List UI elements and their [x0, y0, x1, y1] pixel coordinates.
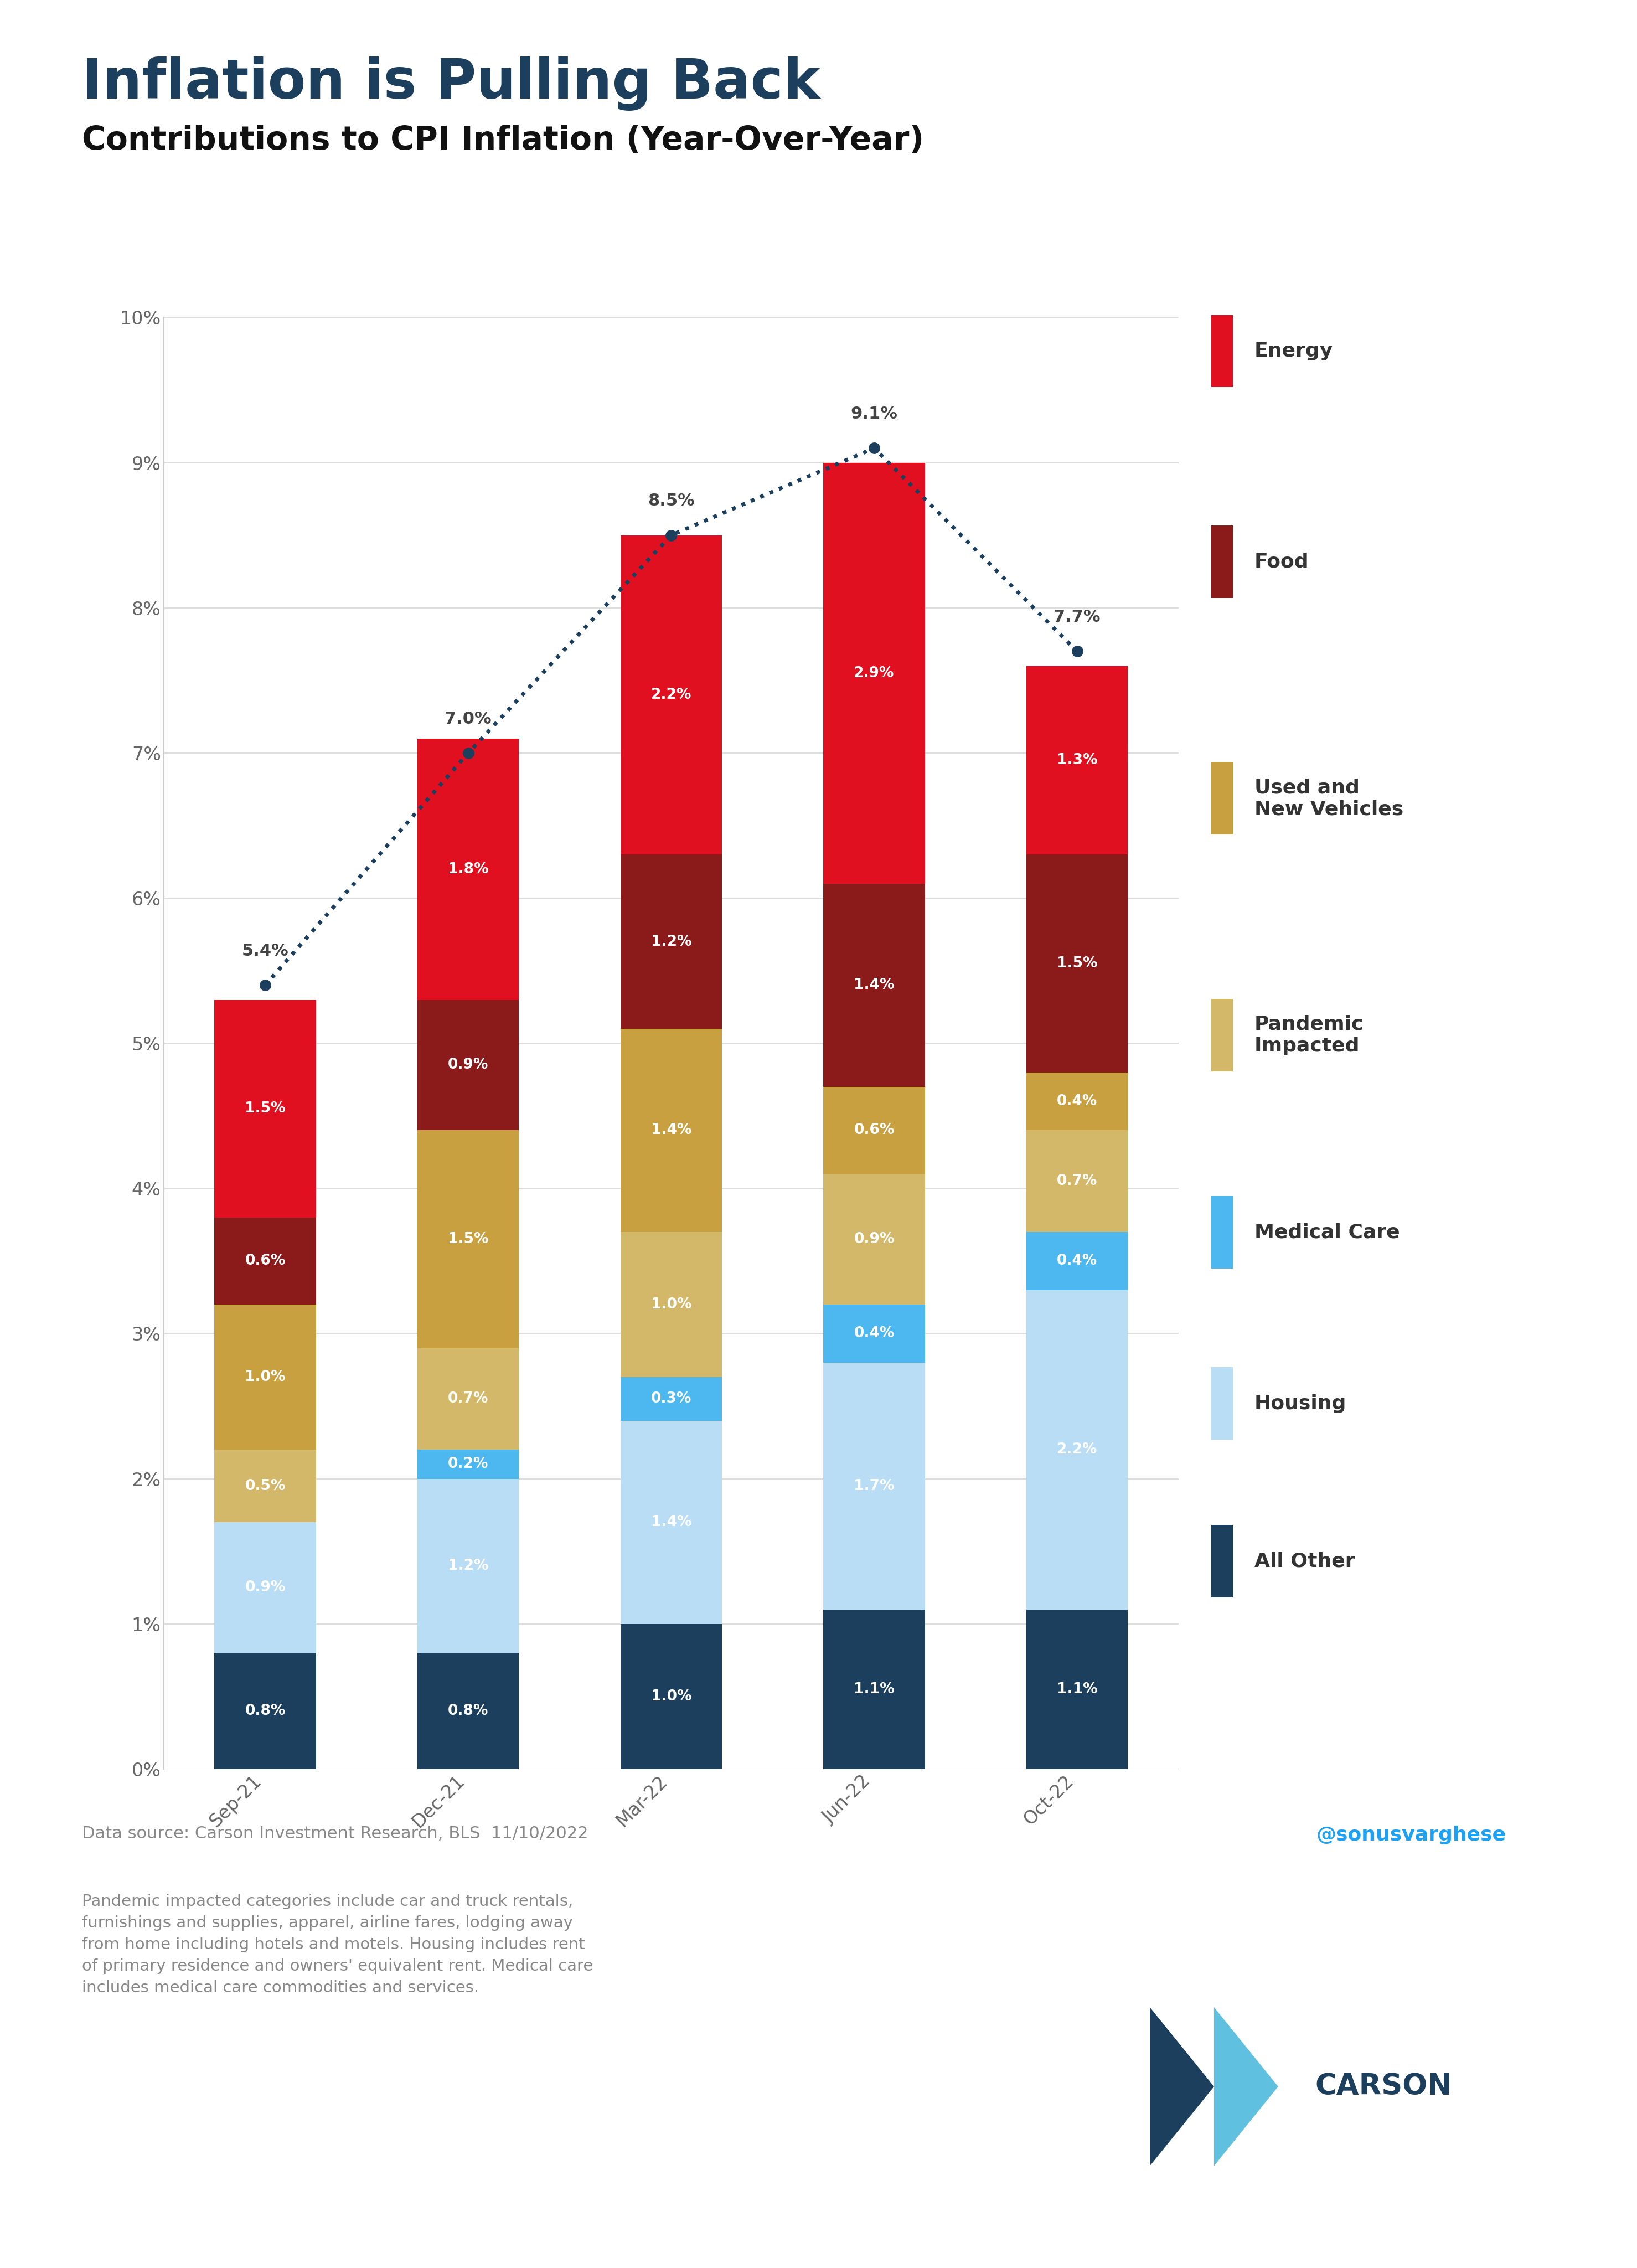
Bar [620, 1624, 722, 1769]
Bar [214, 1218, 316, 1304]
Text: 1.7%: 1.7% [855, 1479, 894, 1492]
Bar [620, 535, 722, 855]
Bar [823, 463, 925, 885]
Bar [1211, 315, 1233, 388]
Bar [823, 1363, 925, 1610]
Bar [823, 1175, 925, 1304]
Text: 1.2%: 1.2% [652, 934, 691, 948]
Text: 1.5%: 1.5% [246, 1102, 285, 1116]
Text: 1.0%: 1.0% [652, 1297, 691, 1311]
Text: 0.8%: 0.8% [246, 1703, 285, 1719]
Text: 1.5%: 1.5% [1058, 957, 1097, 971]
Text: 1.1%: 1.1% [1058, 1683, 1097, 1696]
Bar [417, 1449, 519, 1479]
Bar [417, 1000, 519, 1129]
Text: 7.7%: 7.7% [1054, 610, 1100, 626]
Bar [214, 1304, 316, 1449]
Bar [1026, 1290, 1128, 1610]
Polygon shape [1215, 2007, 1278, 2166]
Text: 0.6%: 0.6% [246, 1254, 285, 1268]
Bar [214, 1000, 316, 1218]
Bar [1026, 1073, 1128, 1129]
Text: 1.0%: 1.0% [652, 1690, 691, 1703]
Bar [1026, 855, 1128, 1073]
Text: @sonusvarghese: @sonusvarghese [1316, 1826, 1506, 1844]
Bar [1211, 998, 1233, 1070]
Text: 1.8%: 1.8% [449, 862, 488, 875]
Text: 2.9%: 2.9% [855, 667, 894, 680]
Text: All Other: All Other [1254, 1551, 1355, 1572]
Bar [1211, 1195, 1233, 1268]
Text: Pandemic
Impacted: Pandemic Impacted [1254, 1014, 1364, 1055]
Text: 1.4%: 1.4% [652, 1515, 691, 1529]
Polygon shape [1149, 2007, 1215, 2166]
Bar [417, 1129, 519, 1347]
Bar [1026, 1232, 1128, 1290]
Bar [417, 1653, 519, 1769]
Text: Pandemic impacted categories include car and truck rentals,
furnishings and supp: Pandemic impacted categories include car… [82, 1894, 593, 1996]
Bar [214, 1522, 316, 1653]
Bar [1026, 1610, 1128, 1769]
Text: 1.0%: 1.0% [246, 1370, 285, 1383]
Text: Contributions to CPI Inflation (Year-Over-Year): Contributions to CPI Inflation (Year-Ove… [82, 125, 923, 156]
Text: 0.9%: 0.9% [449, 1057, 488, 1073]
Text: 5.4%: 5.4% [242, 943, 288, 959]
Bar [620, 855, 722, 1030]
Text: 2.2%: 2.2% [652, 687, 691, 703]
Text: 0.7%: 0.7% [449, 1393, 488, 1406]
Bar [1211, 762, 1233, 835]
Text: 0.8%: 0.8% [449, 1703, 488, 1719]
Bar [1026, 667, 1128, 855]
Bar [620, 1377, 722, 1420]
Bar [417, 1479, 519, 1653]
Text: 7.0%: 7.0% [445, 710, 491, 726]
Text: 1.3%: 1.3% [1058, 753, 1097, 767]
Text: Energy: Energy [1254, 342, 1333, 361]
Text: 9.1%: 9.1% [851, 406, 897, 422]
Text: 0.4%: 0.4% [855, 1327, 894, 1340]
Text: 1.5%: 1.5% [449, 1232, 488, 1247]
Bar [620, 1420, 722, 1624]
Bar [620, 1232, 722, 1377]
Text: 0.5%: 0.5% [246, 1479, 285, 1492]
Text: 0.3%: 0.3% [652, 1393, 691, 1406]
Bar [823, 1610, 925, 1769]
Bar [1211, 526, 1233, 599]
Text: 0.9%: 0.9% [855, 1232, 894, 1247]
Text: 1.4%: 1.4% [855, 978, 894, 993]
Text: Medical Care: Medical Care [1254, 1222, 1400, 1243]
Bar [823, 885, 925, 1086]
Text: 1.4%: 1.4% [652, 1123, 691, 1139]
Bar [1026, 1129, 1128, 1232]
Text: 1.2%: 1.2% [449, 1558, 488, 1574]
Text: 0.4%: 0.4% [1058, 1093, 1097, 1109]
Text: Used and
New Vehicles: Used and New Vehicles [1254, 778, 1403, 819]
Bar [214, 1449, 316, 1522]
Text: Housing: Housing [1254, 1395, 1346, 1413]
Bar [823, 1086, 925, 1175]
Text: CARSON: CARSON [1315, 2073, 1452, 2100]
Text: 0.7%: 0.7% [1058, 1175, 1097, 1188]
Text: 1.1%: 1.1% [855, 1683, 894, 1696]
Text: 0.2%: 0.2% [449, 1456, 488, 1472]
Text: 0.4%: 0.4% [1058, 1254, 1097, 1268]
Text: 0.6%: 0.6% [855, 1123, 894, 1139]
Text: 0.9%: 0.9% [246, 1581, 285, 1594]
Text: 2.2%: 2.2% [1058, 1442, 1097, 1456]
Text: Data source: Carson Investment Research, BLS  11/10/2022: Data source: Carson Investment Research,… [82, 1826, 588, 1842]
Bar [417, 739, 519, 1000]
Bar [417, 1347, 519, 1449]
Text: 8.5%: 8.5% [648, 492, 694, 508]
Bar [823, 1304, 925, 1363]
Bar [1211, 1368, 1233, 1440]
Text: Inflation is Pulling Back: Inflation is Pulling Back [82, 57, 820, 111]
Bar [620, 1030, 722, 1232]
Text: Food: Food [1254, 551, 1310, 572]
Bar [214, 1653, 316, 1769]
Bar [1211, 1524, 1233, 1597]
